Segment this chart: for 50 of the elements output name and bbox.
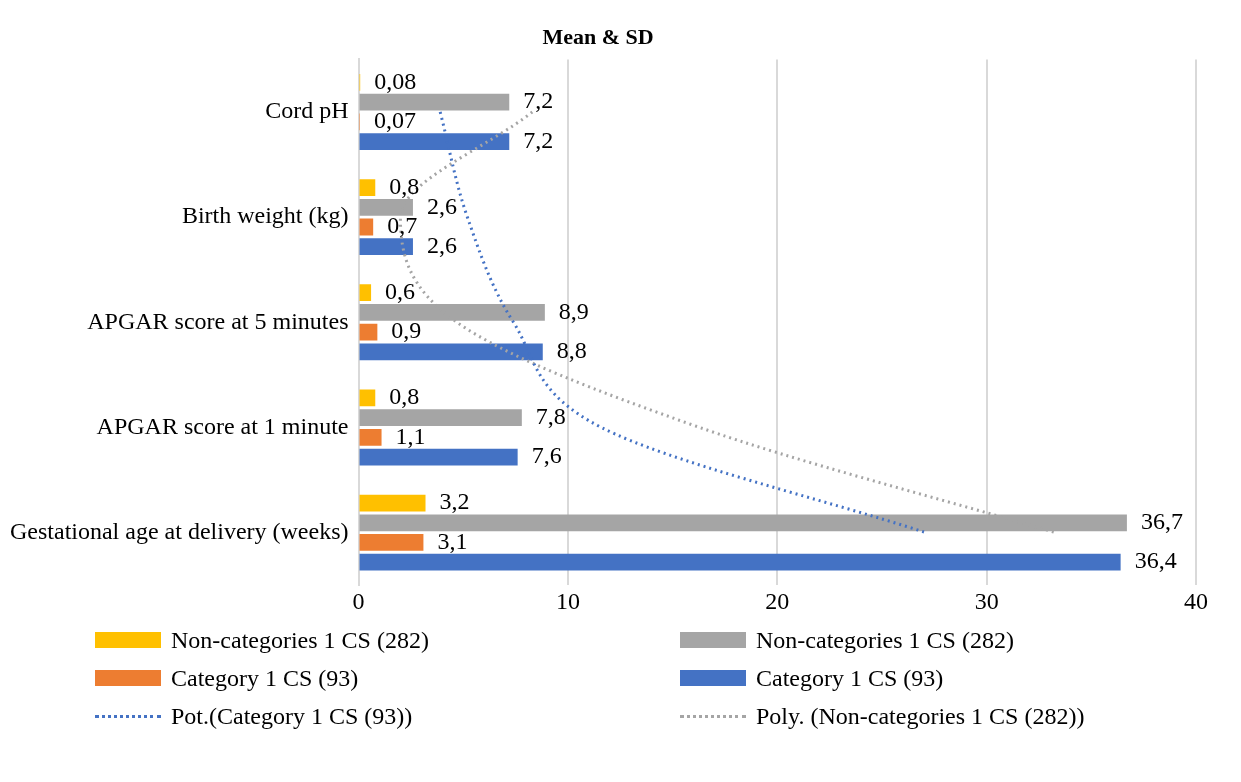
data-label: 1,1	[395, 422, 426, 449]
x-tick-label: 20	[765, 587, 790, 614]
bar	[359, 93, 510, 111]
data-label: 36,7	[1140, 508, 1183, 535]
bar	[359, 218, 374, 236]
bar	[359, 284, 372, 302]
bar	[359, 428, 382, 446]
data-label: 7,2	[523, 87, 554, 114]
legend-label: Category 1 CS (93)	[756, 664, 944, 692]
data-label: 0,8	[389, 383, 420, 410]
x-tick-label: 40	[1184, 587, 1208, 614]
x-tick-label: 0	[352, 587, 365, 614]
bar	[359, 389, 376, 407]
legend-label: Pot.(Category 1 CS (93))	[171, 702, 413, 730]
data-label: 0,07	[373, 107, 416, 134]
bar	[359, 323, 378, 341]
data-label: 3,1	[437, 527, 468, 554]
y-tick-label: Birth weight (kg)	[181, 202, 349, 229]
data-label: 3,2	[439, 488, 470, 515]
data-label: 0,08	[374, 67, 417, 94]
data-label: 8,9	[558, 297, 589, 324]
y-tick-label: APGAR score at 5 minutes	[87, 307, 349, 334]
data-label: 0,7	[387, 212, 418, 239]
data-label: 7,6	[531, 442, 562, 469]
data-label: 7,2	[523, 126, 554, 153]
bar	[359, 179, 376, 196]
y-tick-label: APGAR score at 1 minute	[96, 412, 349, 439]
bar	[359, 448, 518, 466]
data-label: 0,9	[391, 317, 422, 344]
data-label: 2,6	[426, 192, 457, 219]
data-label: 0,8	[389, 172, 420, 199]
legend-label: Category 1 CS (93)	[171, 664, 359, 692]
bar	[359, 494, 426, 512]
data-label: 36,4	[1134, 547, 1177, 574]
x-tick-label: 10	[555, 587, 580, 614]
x-tick-label: 30	[974, 587, 999, 614]
y-tick-label: Cord pH	[265, 97, 349, 124]
legend-label: Non-categories 1 CS (282)	[756, 626, 1014, 654]
legend-label: Poly. (Non-categories 1 CS (282))	[756, 702, 1085, 730]
bar	[359, 409, 522, 426]
legend-label: Non-categories 1 CS (282)	[171, 626, 429, 654]
data-label: 0,6	[385, 278, 416, 305]
bar	[359, 534, 424, 551]
chart-title: Mean & SD	[542, 23, 654, 49]
y-tick-label: Gestational age at delivery (weeks)	[9, 517, 349, 544]
data-label: 8,8	[556, 337, 587, 364]
bar	[359, 238, 413, 256]
bar	[359, 553, 1121, 571]
data-label: 2,6	[426, 232, 457, 259]
data-label: 7,8	[535, 402, 566, 429]
